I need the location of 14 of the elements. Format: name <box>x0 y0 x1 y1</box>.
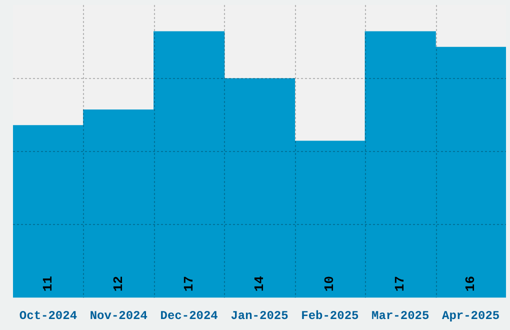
data-label: 17 <box>392 276 408 292</box>
x-tick-label: Feb-2025 <box>301 308 359 323</box>
data-label: 14 <box>252 276 267 292</box>
data-label: 16 <box>463 276 478 292</box>
x-tick-label: Jan-2025 <box>230 308 288 323</box>
data-label: 10 <box>322 276 338 292</box>
x-tick-label: Nov-2024 <box>90 308 148 323</box>
x-tick-label: Mar-2025 <box>372 308 430 323</box>
data-label: 12 <box>110 276 126 292</box>
data-label: 17 <box>181 276 196 292</box>
data-label: 11 <box>40 276 56 292</box>
x-tick-label: Apr-2025 <box>442 308 500 323</box>
x-tick-label: Oct-2024 <box>19 308 78 323</box>
x-tick-label: Dec-2024 <box>160 308 218 323</box>
